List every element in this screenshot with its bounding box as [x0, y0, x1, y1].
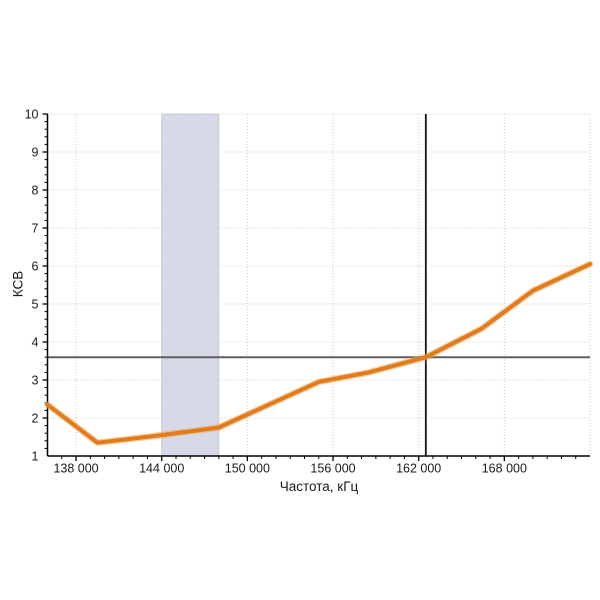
y-tick-label: 10 — [25, 108, 39, 122]
y-tick-label: 2 — [32, 412, 39, 426]
y-tick-label: 9 — [32, 146, 39, 160]
highlight-band-144-148 — [161, 113, 220, 457]
y-axis-title: КСВ — [10, 270, 26, 298]
x-tick-label: 168 000 — [482, 462, 527, 476]
x-tick-label: 138 000 — [53, 462, 98, 476]
y-tick-label: 7 — [32, 222, 39, 236]
y-tick-label: 4 — [32, 336, 39, 350]
swr-curve — [45, 262, 592, 445]
x-tick-label: 162 000 — [396, 462, 441, 476]
y-tick-label: 3 — [32, 374, 39, 388]
swr-curve-glow — [44, 260, 594, 446]
y-tick-label: 6 — [32, 260, 39, 274]
x-tick-label: 156 000 — [310, 462, 355, 476]
y-tick-label: 5 — [32, 298, 39, 312]
x-tick-label: 144 000 — [139, 462, 184, 476]
x-tick-label: 150 000 — [225, 462, 270, 476]
y-tick-label: 1 — [32, 450, 39, 464]
x-axis-title: Частота, кГц — [279, 479, 359, 494]
y-tick-label: 8 — [32, 184, 39, 198]
